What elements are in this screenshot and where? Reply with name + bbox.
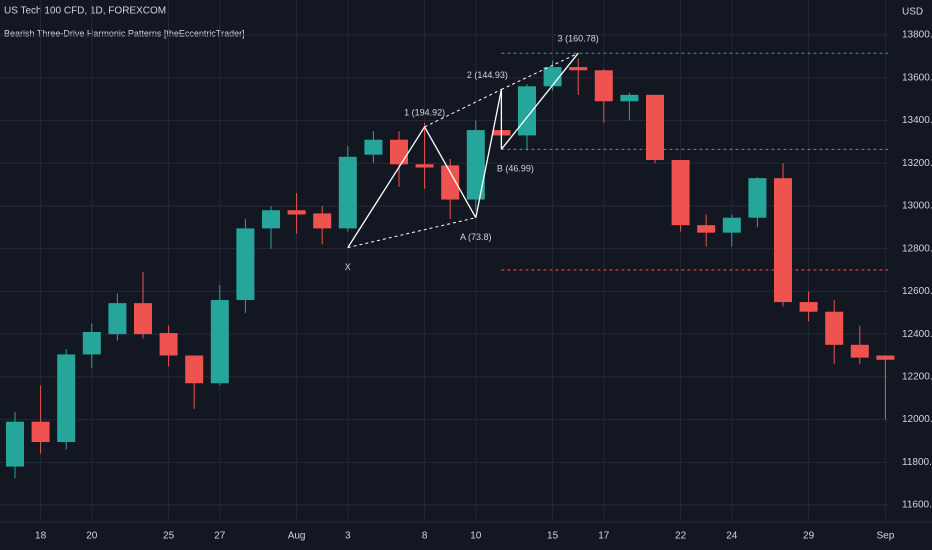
y-tick-label: 13000.0 (902, 201, 932, 212)
y-tick-label: 13200.0 (902, 158, 932, 169)
candle-body (799, 302, 818, 312)
candle-body (569, 67, 588, 71)
candle-body (338, 156, 357, 229)
candle-body (287, 210, 306, 215)
y-tick-label: 13400.0 (902, 115, 932, 126)
candle-body (6, 421, 24, 467)
candle-body (210, 299, 229, 384)
x-tick-label: 3 (345, 531, 351, 542)
x-tick-label: Aug (288, 531, 306, 542)
x-tick-label: 8 (422, 531, 428, 542)
candle-body (697, 225, 716, 233)
candle-body (313, 213, 332, 229)
pattern-trend (501, 52, 579, 90)
pattern-label: A (73.8) (460, 232, 492, 242)
candle-body (31, 421, 50, 443)
candle-body (518, 86, 536, 136)
pattern-label: X (345, 262, 351, 272)
x-tick-label: 18 (35, 531, 47, 542)
chart-subtitle: Bearish Three-Drive Harmonic Patterns [t… (4, 28, 245, 38)
candle-body (594, 70, 613, 102)
pattern-trend (424, 89, 502, 128)
pattern-label: 1 (194.92) (404, 107, 445, 117)
y-tick-label: 12200.0 (902, 372, 932, 383)
candle-body (543, 67, 562, 87)
y-tick-label: 11600.0 (902, 500, 932, 511)
pattern-leg (424, 126, 477, 219)
candle-body (722, 217, 741, 233)
candle-body (825, 311, 844, 345)
candle-body (236, 228, 255, 300)
x-tick-label: 17 (598, 531, 610, 542)
candle-body (671, 160, 690, 226)
candle-body (620, 94, 639, 102)
y-tick-label: 12000.0 (902, 414, 932, 425)
candle-body (262, 210, 280, 229)
candle-body (774, 178, 792, 303)
pattern-label: B (46.99) (497, 164, 534, 174)
candle-body (159, 333, 178, 356)
candle-body (415, 164, 434, 168)
pattern-leg (347, 126, 426, 248)
y-tick-label: 12400.0 (902, 329, 932, 340)
candle-body (466, 130, 485, 200)
candle-body (748, 178, 767, 218)
x-tick-label: 15 (547, 531, 559, 542)
x-tick-label: 20 (86, 531, 98, 542)
y-tick-label: 12800.0 (902, 243, 932, 254)
pattern-label: 2 (144.93) (467, 70, 508, 80)
pattern-leg (500, 52, 579, 150)
y-tick-label: 13800.0 (902, 30, 932, 41)
x-tick-label: 10 (470, 531, 482, 542)
x-tick-label: 24 (726, 531, 738, 542)
candle-body (850, 344, 869, 358)
x-tick-label: Sep (877, 531, 895, 542)
pattern-leg (475, 89, 503, 218)
x-tick-label: 29 (803, 531, 815, 542)
candle-body (185, 355, 204, 384)
candle-body (876, 355, 895, 360)
y-tick-label: 11800.0 (902, 457, 932, 468)
x-tick-label: 27 (214, 531, 226, 542)
x-tick-label: 22 (675, 531, 687, 542)
x-tick-label: 25 (163, 531, 175, 542)
chart-title: US Tech 100 CFD, 1D, FOREXCOM (4, 6, 166, 17)
candle-body (57, 354, 76, 443)
candle-body (82, 331, 101, 355)
candle-body (390, 139, 408, 165)
candle-body (646, 94, 664, 161)
candle-body (364, 139, 383, 155)
y-tick-label: 12600.0 (902, 286, 932, 297)
pattern-trend (347, 217, 476, 249)
candle-body (441, 165, 460, 200)
candle-body (134, 303, 152, 335)
candle-body (108, 303, 127, 335)
y-unit: USD (902, 7, 923, 18)
pattern-label: 3 (160.78) (558, 34, 599, 44)
y-tick-label: 13600.0 (902, 72, 932, 83)
